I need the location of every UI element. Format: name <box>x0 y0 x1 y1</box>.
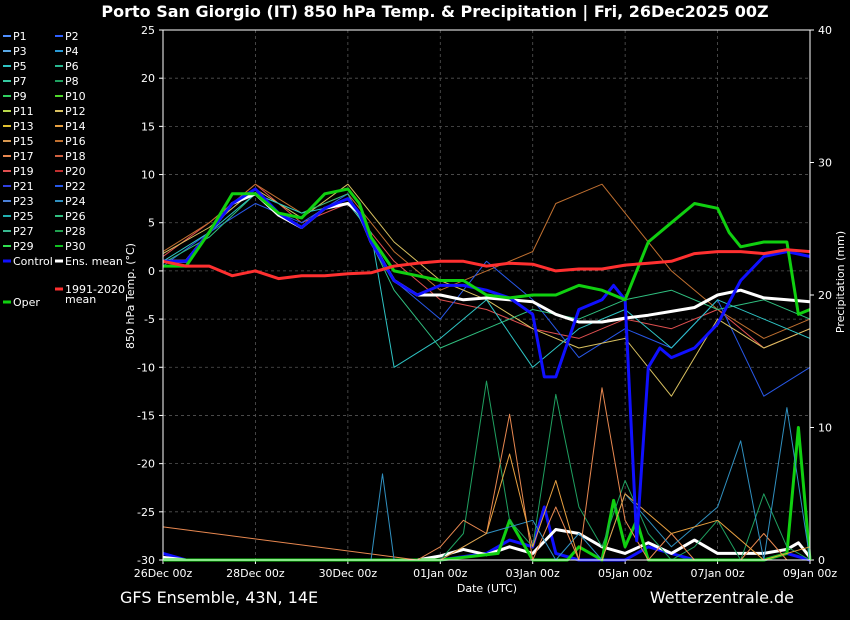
y-tick-label: 5 <box>148 217 155 230</box>
legend-label: 1991-2020 mean <box>65 283 125 306</box>
y2-tick-label: 20 <box>818 289 832 302</box>
temp-line-p5 <box>162 193 811 368</box>
x-tick-label: 05Jan 00z <box>598 567 652 580</box>
precip-line-oper <box>163 426 812 562</box>
legend-label: P29 <box>13 240 34 253</box>
legend-label: P9 <box>13 90 27 103</box>
footer-site-label: Wetterzentrale.de <box>649 588 794 607</box>
y-tick-label: 10 <box>141 169 155 182</box>
legend-label: P3 <box>13 45 27 58</box>
legend-label: P18 <box>65 150 86 163</box>
legend: P1 P2 P3 P4 P5 P6 P7 P8 P9 P10 P11 P12 P13 P14 P15 P16 P… <box>3 30 125 309</box>
legend-label: P7 <box>13 75 27 88</box>
legend-label: P30 <box>65 240 86 253</box>
plot-frame <box>162 29 811 561</box>
legend-label: P2 <box>65 30 79 43</box>
precip-line-p8 <box>163 380 811 561</box>
temp-line-ens-mean <box>163 192 811 324</box>
legend-label: P26 <box>65 210 86 223</box>
temp-line-oper <box>163 187 811 316</box>
precip-line-ens-mean <box>162 528 812 562</box>
y2-tick-label: 40 <box>818 24 832 37</box>
temp-series-group <box>162 183 811 543</box>
x-tick-label: 01Jan 00z <box>413 567 467 580</box>
legend-label: P19 <box>13 165 34 178</box>
legend-label: P13 <box>13 120 34 133</box>
y2-axis-ticks: 40 30 20 10 0 <box>810 24 832 567</box>
x-tick-label: 30Dec 00z <box>319 567 378 580</box>
x-tick-label: 03Jan 00z <box>506 567 560 580</box>
legend-label: P5 <box>13 60 27 73</box>
legend-label: P21 <box>13 180 34 193</box>
legend-label: P25 <box>13 210 34 223</box>
temp-line-control <box>163 187 811 543</box>
y-tick-label: -20 <box>137 458 155 471</box>
y-tick-label: 20 <box>141 72 155 85</box>
legend-label: P23 <box>13 195 34 208</box>
y2-tick-label: 30 <box>818 157 832 170</box>
precip-line-p17 <box>162 387 810 561</box>
legend-label: Control <box>13 255 53 268</box>
y-tick-label: -15 <box>137 409 155 422</box>
x-axis-label: Date (UTC) <box>457 582 517 595</box>
legend-label: P15 <box>13 135 34 148</box>
y2-axis-label: Precipitation (mm) <box>834 231 847 333</box>
footer-model-label: GFS Ensemble, 43N, 14E <box>120 588 319 607</box>
precip-line-p24 <box>163 407 811 561</box>
chart-title: Porto San Giorgio (IT) 850 hPa Temp. & P… <box>101 2 768 22</box>
y-axis-ticks: 25 20 15 10 5 0 -5 -10 -15 -20 -25 -30 <box>137 24 163 567</box>
y-axis-label: 850 hPa Temp. (°C) <box>124 243 137 349</box>
legend-label: P14 <box>65 120 86 133</box>
legend-label: P1 <box>13 30 27 43</box>
y2-tick-label: 10 <box>818 422 832 435</box>
precip-line-p14 <box>163 453 811 561</box>
y2-tick-label: 0 <box>818 554 825 567</box>
legend-label: P6 <box>65 60 79 73</box>
legend-label: P10 <box>65 90 86 103</box>
legend-label: P20 <box>65 165 86 178</box>
temp-line-1991-2020-mean <box>162 248 811 281</box>
legend-label: P22 <box>65 180 86 193</box>
y-tick-label: 15 <box>141 120 155 133</box>
legend-label: P17 <box>13 150 34 163</box>
legend-label: Ens. mean <box>65 255 123 268</box>
temp-line-p16 <box>162 183 811 339</box>
legend-label: P8 <box>65 75 79 88</box>
y-tick-label: -10 <box>137 361 155 374</box>
legend-label: P4 <box>65 45 79 58</box>
y-tick-label: 25 <box>141 24 155 37</box>
x-tick-label: 09Jan 00z <box>783 567 837 580</box>
x-tick-label: 26Dec 00z <box>134 567 193 580</box>
y-tick-label: -30 <box>137 554 155 567</box>
legend-label: P28 <box>65 225 86 238</box>
y-tick-label: 0 <box>148 265 155 278</box>
legend-label: Oper <box>13 296 40 309</box>
legend-label: P24 <box>65 195 86 208</box>
x-tick-label: 28Dec 00z <box>226 567 285 580</box>
precip-series-group <box>162 380 812 562</box>
legend-label: P12 <box>65 105 86 118</box>
x-axis-ticks: 26Dec 00z 28Dec 00z 30Dec 00z 01Jan 00z 03Ja… <box>134 560 837 580</box>
legend-label: P11 <box>13 105 34 118</box>
y-tick-label: -5 <box>144 313 155 326</box>
legend-label: P27 <box>13 225 34 238</box>
y-tick-label: -25 <box>137 506 155 519</box>
legend-label: P16 <box>65 135 86 148</box>
x-tick-label: 07Jan 00z <box>690 567 744 580</box>
